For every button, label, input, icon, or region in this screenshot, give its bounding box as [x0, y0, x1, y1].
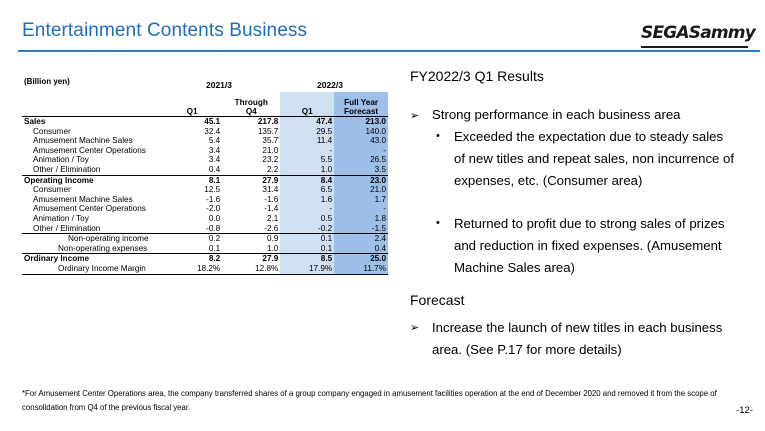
- dot-bullet-icon: •: [436, 217, 440, 229]
- table-row: Amusement Center Operations 3.4 21.0- -: [33, 145, 388, 156]
- table-row: Animation / Toy 3.4 23.2 5.5 26.5: [33, 155, 388, 165]
- header-q1-curr: Q1: [280, 92, 335, 117]
- results-sub-bullet-amusement: • Returned to profit due to strong sales…: [436, 213, 736, 278]
- logo-underline: [641, 46, 748, 48]
- results-table: Q1 Through Q4 Q1 Full Year Forecast Sales 4…: [22, 92, 388, 275]
- table-row: Animation / Toy 0.0 2.1 0.5 1.8: [33, 213, 388, 224]
- header-blank: [22, 92, 162, 117]
- page-title: Entertainment Contents Business: [22, 20, 308, 41]
- table-row: Non-operating expenses 0.1 1.0 0.1 0.4: [22, 243, 388, 255]
- table-row: Consumer 12.5 31.4 6.5 21.0: [33, 185, 388, 195]
- table-row: Amusement Machine Sales -1.6 -1.6 1.6 1.7: [33, 194, 388, 205]
- header-full-year-forecast: Full Year Forecast: [334, 92, 388, 117]
- title-divider: [18, 50, 760, 52]
- table-row: Non-operating income 0.2 0.9 0.1 2.4: [68, 233, 388, 244]
- results-bullet: ➢ Strong performance in each business are…: [410, 104, 681, 127]
- table-row: Amusement Center Operations -2.0 -1.4- -: [33, 204, 388, 214]
- forecast-bullet: ➢ Increase the launch of new titles in e…: [410, 316, 740, 361]
- results-heading: FY2022/3 Q1 Results: [410, 68, 544, 84]
- table-row: Amusement Machine Sales 5.4 35.7 11.4 43.0: [33, 136, 388, 146]
- page-number: -12-: [736, 405, 753, 416]
- unit-label: (Billion yen): [24, 77, 70, 86]
- table-row: Operating Income 8.1 27.9 8.4 23.0: [22, 174, 388, 186]
- fiscal-year-curr-header: 2022/3: [317, 80, 343, 90]
- results-sub-bullet-consumer: • Exceeded the expectation due to steady…: [436, 126, 736, 191]
- table-row: Sales 45.1 217.8 47.4 213.0: [24, 116, 388, 127]
- header-q1-prev: Q1: [161, 92, 223, 117]
- company-logo: SEGASammy: [641, 23, 756, 43]
- table-row: Consumer 32.4 135.7 29.5 140.0: [33, 126, 388, 137]
- table-row: Other / Elimination 0.4 2.2 1.0 3.5: [33, 164, 388, 176]
- footnote: *For Amusement Center Operations area, t…: [22, 389, 717, 412]
- header-through-q4: Through Q4: [222, 92, 281, 117]
- table-row: Ordinary Income Margin 18.2% 12.8% 17.9% 11.…: [22, 263, 388, 275]
- dot-bullet-icon: •: [436, 130, 440, 142]
- table-row: Ordinary Income 8.2 27.9 8.5 25.0: [24, 253, 388, 264]
- table-row: Other / Elimination -0.8 -2.6 -0.2 -1.5: [22, 223, 388, 235]
- table-header-row: Q1 Through Q4 Q1 Full Year Forecast: [22, 92, 388, 117]
- arrow-bullet-icon: ➢: [410, 322, 420, 334]
- fiscal-year-prev-header: 2021/3: [206, 80, 232, 90]
- forecast-heading: Forecast: [410, 292, 465, 308]
- arrow-bullet-icon: ➢: [410, 110, 420, 122]
